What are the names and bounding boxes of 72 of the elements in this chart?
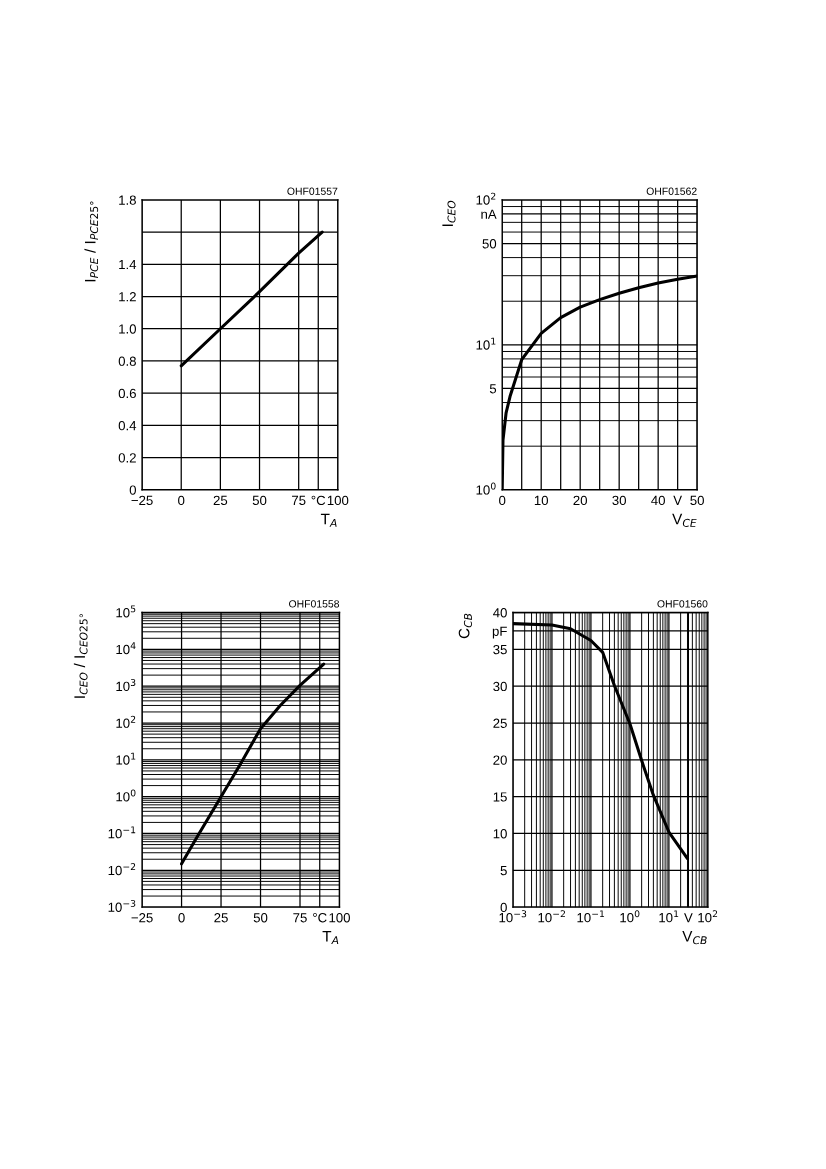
y-axis-title: I$_{PCE}$ / I$_{PCE25°}$ (84, 201, 99, 282)
text: OHF01560 (657, 600, 708, 608)
x-tick-label: 30 (612, 495, 626, 506)
y-tick-label: 25 (493, 718, 507, 728)
y-tick-label: 10$^{−1}$ (108, 826, 136, 839)
y-tick-label: 20 (493, 755, 507, 765)
x-axis-title: V$_{CE}$ (672, 513, 697, 527)
x-tick-label: 0 (178, 495, 185, 506)
x-tick-label: 10$^{2}$ (698, 910, 718, 923)
x-tick-label: °C (311, 495, 326, 506)
y-tick-label: 10 (493, 829, 507, 839)
y-tick-label: 0 (129, 485, 136, 495)
x-tick-label: °C (313, 913, 327, 923)
x-tick-label: 50 (252, 495, 267, 506)
y-tick-label: nA (481, 209, 497, 219)
x-tick-label: 100 (329, 913, 350, 923)
y-tick-label: 0.8 (118, 356, 136, 366)
y-tick-label: 5 (500, 866, 507, 876)
y-tick-label: 50 (482, 239, 497, 249)
y-tick-label: 40 (493, 608, 507, 618)
text: OHF01562 (646, 187, 697, 195)
y-tick-label: 10$^{5}$ (116, 605, 136, 618)
y-tick-label: 35 (493, 644, 507, 655)
y-axis-title: I$_{CEO}$ (442, 200, 456, 226)
y-tick-label: 1.0 (119, 324, 136, 334)
y-tick-label: 10$^{4}$ (116, 642, 136, 655)
text: OHF01558 (289, 600, 340, 608)
x-tick-label: 10$^{0}$ (620, 910, 640, 923)
y-axis-title: C$_{CB}$ (458, 613, 473, 639)
y-tick-label: 10$^{1}$ (476, 337, 496, 350)
y-tick-label: 0.2 (118, 453, 136, 463)
text: OHF01557 (287, 187, 338, 195)
y-tick-label: 10$^{2}$ (116, 715, 136, 728)
y-axis-title: I$_{CEO}$ / I$_{CEO25°}$ (73, 614, 88, 698)
x-tick-label: 10$^{−1}$ (577, 910, 605, 923)
x-tick-label: 10$^{−2}$ (538, 910, 565, 923)
y-tick-label: 30 (493, 681, 507, 692)
x-tick-label: 75 (293, 913, 307, 923)
y-tick-label: 10$^{−2}$ (108, 863, 136, 876)
y-tick-label: 0.4 (118, 420, 137, 431)
x-tick-label: V (684, 913, 693, 923)
x-tick-label: 50 (253, 913, 268, 923)
x-tick-label: 0 (178, 913, 185, 923)
x-tick-label: −25 (131, 913, 153, 923)
y-tick-label: 0.6 (118, 388, 136, 399)
x-axis-title: T$_{A}$ (320, 513, 337, 527)
y-tick-label: 1.4 (119, 260, 137, 270)
y-tick-label: 1.8 (119, 195, 136, 205)
y-tick-label: 10$^{3}$ (116, 678, 136, 692)
x-tick-label: 25 (213, 495, 228, 506)
x-tick-label: V (673, 495, 682, 505)
x-tick-label: 50 (690, 495, 704, 506)
y-tick-label: pF (492, 626, 507, 639)
y-tick-label: 15 (493, 792, 507, 802)
x-tick-label: 25 (214, 913, 228, 923)
x-axis-title: V$_{CB}$ (682, 931, 707, 945)
y-tick-label: 10$^{−3}$ (108, 899, 136, 912)
y-tick-label: 10$^{2}$ (476, 192, 496, 205)
x-tick-label: 10$^{1}$ (659, 910, 679, 923)
y-tick-label: 10$^{0}$ (476, 482, 496, 495)
y-tick-label: 5 (489, 384, 497, 394)
x-tick-label: 20 (573, 495, 588, 506)
x-axis-title: T$_{A}$ (322, 931, 339, 945)
x-tick-label: 10 (534, 495, 549, 506)
y-tick-label: 10$^{1}$ (116, 752, 136, 765)
x-tick-label: 100 (327, 495, 349, 506)
y-tick-label: 10$^{0}$ (116, 789, 136, 802)
x-tick-label: 40 (651, 495, 665, 506)
x-tick-label: 75 (292, 495, 306, 506)
y-tick-label: 1.2 (119, 292, 136, 302)
x-tick-label: −25 (131, 495, 153, 506)
y-tick-label: 0 (500, 902, 507, 913)
